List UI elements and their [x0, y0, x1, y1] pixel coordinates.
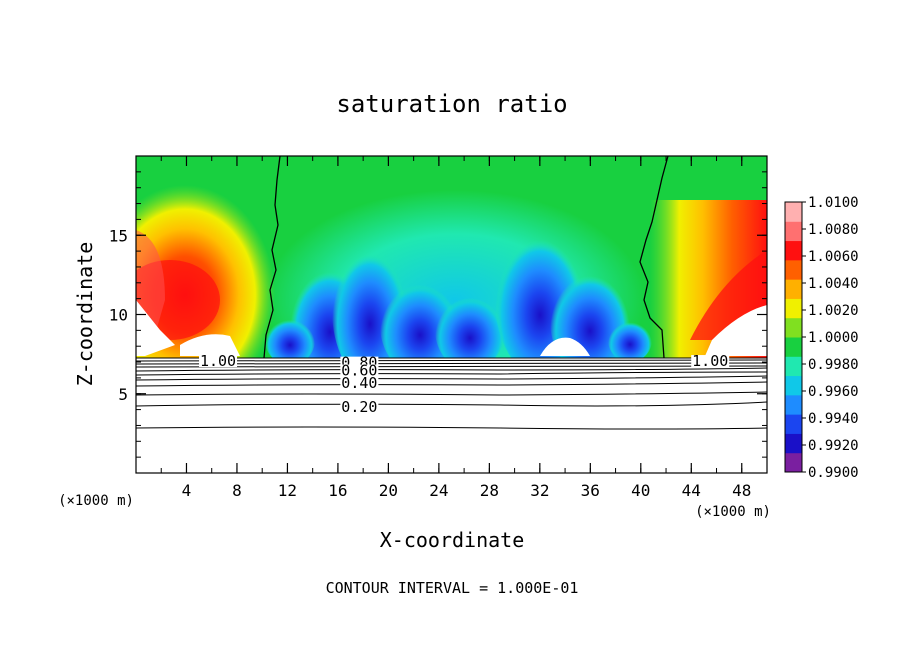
- blue-cell: [435, 290, 505, 370]
- colorbar-swatch: [785, 221, 802, 242]
- colorbar-swatch: [785, 414, 802, 434]
- contour-labels: 1.00 1.000.800.600.400.20: [199, 352, 730, 416]
- y-axis-label: Z-coordinate: [73, 242, 97, 387]
- contour-label: 1.00: [692, 352, 728, 370]
- colorbar-swatch: [785, 433, 802, 454]
- colorbar-label: 1.0020: [808, 303, 859, 319]
- colorbar-swatch: [785, 240, 802, 261]
- contour-label-bg: [340, 401, 379, 414]
- colorbar-swatch: [785, 317, 802, 338]
- contour-label-bg: [199, 355, 238, 368]
- contour-interval-note: CONTOUR INTERVAL = 1.000E-01: [326, 579, 579, 597]
- blue-cell: [265, 315, 315, 365]
- x-tick-label: 44: [682, 481, 701, 500]
- colorbar-label: 0.9900: [808, 465, 859, 481]
- colorbar-label: 0.9980: [808, 357, 859, 373]
- contour-label: 0.20: [341, 398, 377, 416]
- colorbar-swatch: [785, 337, 802, 357]
- colorbar-swatch: [785, 279, 802, 299]
- colorbar-swatch: [785, 259, 802, 280]
- contour-label-bg: [340, 364, 379, 377]
- colorbar-label: 1.0040: [808, 276, 859, 292]
- blue-cell: [608, 318, 652, 362]
- x-tick-label: 16: [328, 481, 347, 500]
- colorbar-label: 0.9920: [808, 438, 859, 454]
- colorbar-swatch: [785, 298, 802, 319]
- white-patch-right: [705, 305, 767, 356]
- x-tick-label: 36: [581, 481, 600, 500]
- contour-1.00-left: [263, 156, 281, 359]
- x-tick-label: 20: [379, 481, 398, 500]
- contour-lines: [136, 357, 767, 430]
- y-tick-label: 10: [109, 306, 128, 325]
- x-unit-label-right: (×1000 m): [695, 504, 771, 520]
- colorbar-label: 0.9940: [808, 411, 859, 427]
- contour-label: 1.00: [200, 352, 236, 370]
- colorbar-label: 1.0060: [808, 249, 859, 265]
- x-tick-label: 40: [631, 481, 650, 500]
- x-tick-label: 24: [429, 481, 448, 500]
- contour-label-bg: [340, 377, 379, 390]
- colorbar-swatch: [785, 202, 802, 222]
- plot-area: 1.00 1.000.800.600.400.20: [136, 156, 767, 473]
- left-plume-core: [136, 260, 220, 340]
- contour-label: 0.40: [341, 374, 377, 392]
- x-tick-label: 28: [480, 481, 499, 500]
- colorbar-swatch: [785, 356, 802, 377]
- chart-title: saturation ratio: [336, 90, 567, 118]
- x-tick-label: 8: [232, 481, 242, 500]
- y-tick-label: 5: [118, 385, 128, 404]
- x-unit-label: (×1000 m): [58, 493, 134, 509]
- colorbar-swatch: [785, 394, 802, 415]
- white-patch-center: [540, 337, 590, 356]
- colorbar-label: 1.0080: [808, 222, 859, 238]
- colorbar-swatch: [785, 452, 802, 473]
- colorbar: 1.0100 1.0080 1.0060 1.0040 1.0020 1.0000 0.99…: [784, 195, 859, 481]
- y-tick-label: 15: [109, 226, 128, 245]
- contour-label: 0.60: [341, 362, 377, 380]
- white-patch-left: [180, 334, 240, 356]
- colorbar-label: 0.9960: [808, 384, 859, 400]
- contour-label-bg: [691, 355, 730, 368]
- x-tick-label: 48: [732, 481, 751, 500]
- colorbar-label: 1.0000: [808, 330, 859, 346]
- colorbar-swatch: [785, 375, 802, 396]
- contour-1.00-right: [639, 156, 669, 359]
- colorbar-label: 1.0100: [808, 195, 859, 211]
- x-tick-label: 4: [182, 481, 192, 500]
- x-tick-label: 12: [278, 481, 297, 500]
- x-tick-label: 32: [530, 481, 549, 500]
- x-axis-label: X-coordinate: [380, 528, 525, 552]
- lower-domain: [136, 358, 767, 473]
